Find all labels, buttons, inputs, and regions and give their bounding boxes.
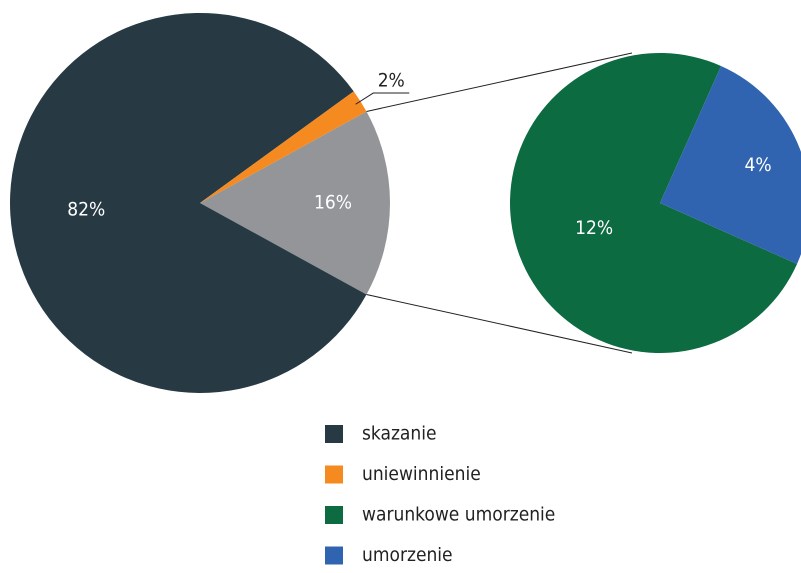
- data-label: 2%: [378, 70, 405, 92]
- leader-line: [355, 92, 410, 105]
- data-label: 16%: [314, 192, 352, 214]
- pie-slice: [200, 111, 391, 295]
- data-label: 82%: [67, 199, 105, 221]
- legend-label: warunkowe umorzenie: [362, 504, 555, 526]
- legend-swatch: [325, 425, 343, 443]
- pie-slice: [660, 65, 801, 265]
- legend-label: uniewinnienie: [362, 463, 481, 485]
- legend-swatch: [325, 465, 343, 484]
- pie-slice: [510, 52, 798, 353]
- data-label: 12%: [575, 217, 613, 239]
- connector-line: [366, 52, 633, 112]
- legend-label: umorzenie: [362, 544, 453, 566]
- pie-slice: [200, 91, 367, 203]
- legend-swatch: [325, 506, 343, 524]
- data-label: 4%: [744, 154, 771, 176]
- legend-label: skazanie: [362, 423, 437, 445]
- connector-line: [366, 294, 633, 354]
- pie-slice: [10, 12, 367, 393]
- legend-swatch: [325, 546, 343, 565]
